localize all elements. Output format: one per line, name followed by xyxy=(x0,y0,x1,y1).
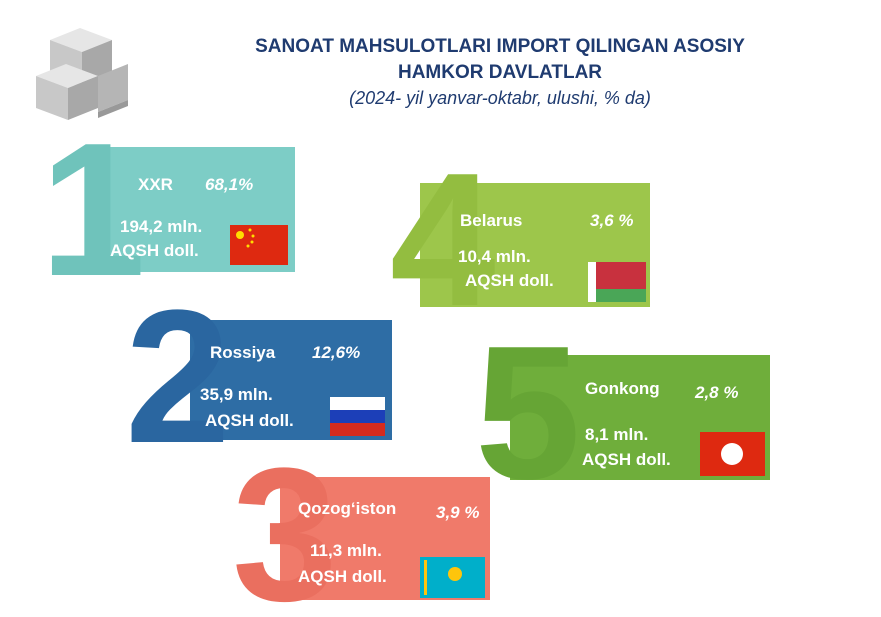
unit: AQSH doll. xyxy=(465,271,554,290)
amount: 8,1 mln. xyxy=(585,425,648,444)
share: 3,9 % xyxy=(436,503,479,522)
rank: 3 xyxy=(232,429,338,617)
amount: 11,3 mln. xyxy=(310,541,382,560)
rank: 4 xyxy=(390,134,496,346)
flag xyxy=(230,225,288,265)
unit: AQSH doll. xyxy=(298,567,387,586)
share: 68,1% xyxy=(205,175,253,194)
flag xyxy=(330,397,385,410)
cubes-icon xyxy=(36,28,128,120)
amount: 35,9 mln. xyxy=(200,385,273,404)
title-line: SANOAT MAHSULOTLARI IMPORT QILINGAN ASOS… xyxy=(255,36,745,57)
country: Gonkong xyxy=(585,379,660,398)
unit: AQSH doll. xyxy=(205,411,294,430)
share: 12,6% xyxy=(312,343,360,362)
unit: AQSH doll. xyxy=(582,450,671,469)
amount: 194,2 mln. xyxy=(120,217,202,236)
share: 3,6 % xyxy=(590,211,633,230)
card: 5 Gonkong 2,8 % 8,1 mln. AQSH doll. xyxy=(475,307,770,519)
card: 1 XXR 68,1% 194,2 mln. AQSH doll. xyxy=(40,104,295,316)
title-line: HAMKOR DAVLATLAR xyxy=(398,62,602,83)
card: 3 Qozog‘iston 3,9 % 11,3 mln. AQSH doll. xyxy=(232,429,490,617)
rank: 1 xyxy=(40,104,146,316)
rank: 5 xyxy=(475,307,581,519)
card: 4 Belarus 3,6 % 10,4 mln. AQSH doll. xyxy=(390,134,650,346)
country: Rossiya xyxy=(210,343,276,362)
unit: AQSH doll. xyxy=(110,241,199,260)
country: XXR xyxy=(138,175,173,194)
card: 2 Rossiya 12,6% 35,9 mln. AQSH doll. xyxy=(125,271,392,483)
amount: 10,4 mln. xyxy=(458,247,531,266)
country: Belarus xyxy=(460,211,522,230)
subtitle: (2024- yil yanvar-oktabr, ulushi, % da) xyxy=(349,88,651,108)
rank: 2 xyxy=(125,271,231,483)
country: Qozog‘iston xyxy=(298,499,396,518)
share: 2,8 % xyxy=(694,383,738,402)
